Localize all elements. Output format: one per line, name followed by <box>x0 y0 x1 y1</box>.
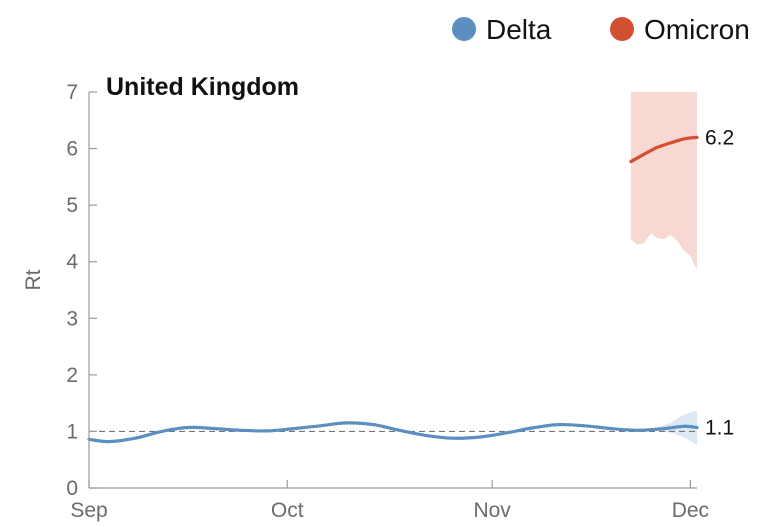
y-tick-label: 3 <box>66 307 78 330</box>
omicron-confidence-band <box>630 92 697 271</box>
omicron-line <box>629 135 699 164</box>
omicron-end-label: 6.2 <box>705 126 734 149</box>
delta-line <box>87 421 699 444</box>
chart-title: United Kingdom <box>106 73 299 101</box>
y-tick-label: 7 <box>66 81 78 104</box>
y-tick-label: 4 <box>66 251 78 274</box>
y-axis-ticks: 0 1 2 3 4 5 6 7 <box>66 81 97 500</box>
y-axis-title: Rt <box>22 269 45 290</box>
x-tick-label: Oct <box>271 499 304 522</box>
y-tick-label: 1 <box>66 420 78 443</box>
legend: Delta Omicron <box>452 14 750 45</box>
delta-legend-swatch <box>452 17 476 41</box>
delta-legend-label: Delta <box>486 14 552 45</box>
y-tick-label: 0 <box>66 477 78 500</box>
series-lines <box>87 135 699 444</box>
x-tick-label: Sep <box>70 499 107 522</box>
x-tick-label: Nov <box>473 499 511 522</box>
series-end-labels: 1.1 6.2 <box>705 126 734 439</box>
x-axis-ticks: Sep Oct Nov Dec <box>70 480 709 522</box>
x-tick-label: Dec <box>672 499 709 522</box>
omicron-legend-swatch <box>610 17 634 41</box>
delta-end-label: 1.1 <box>705 416 734 439</box>
y-tick-label: 2 <box>66 364 78 387</box>
omicron-legend-label: Omicron <box>644 14 750 45</box>
y-tick-label: 6 <box>66 138 78 161</box>
y-tick-label: 5 <box>66 194 78 217</box>
